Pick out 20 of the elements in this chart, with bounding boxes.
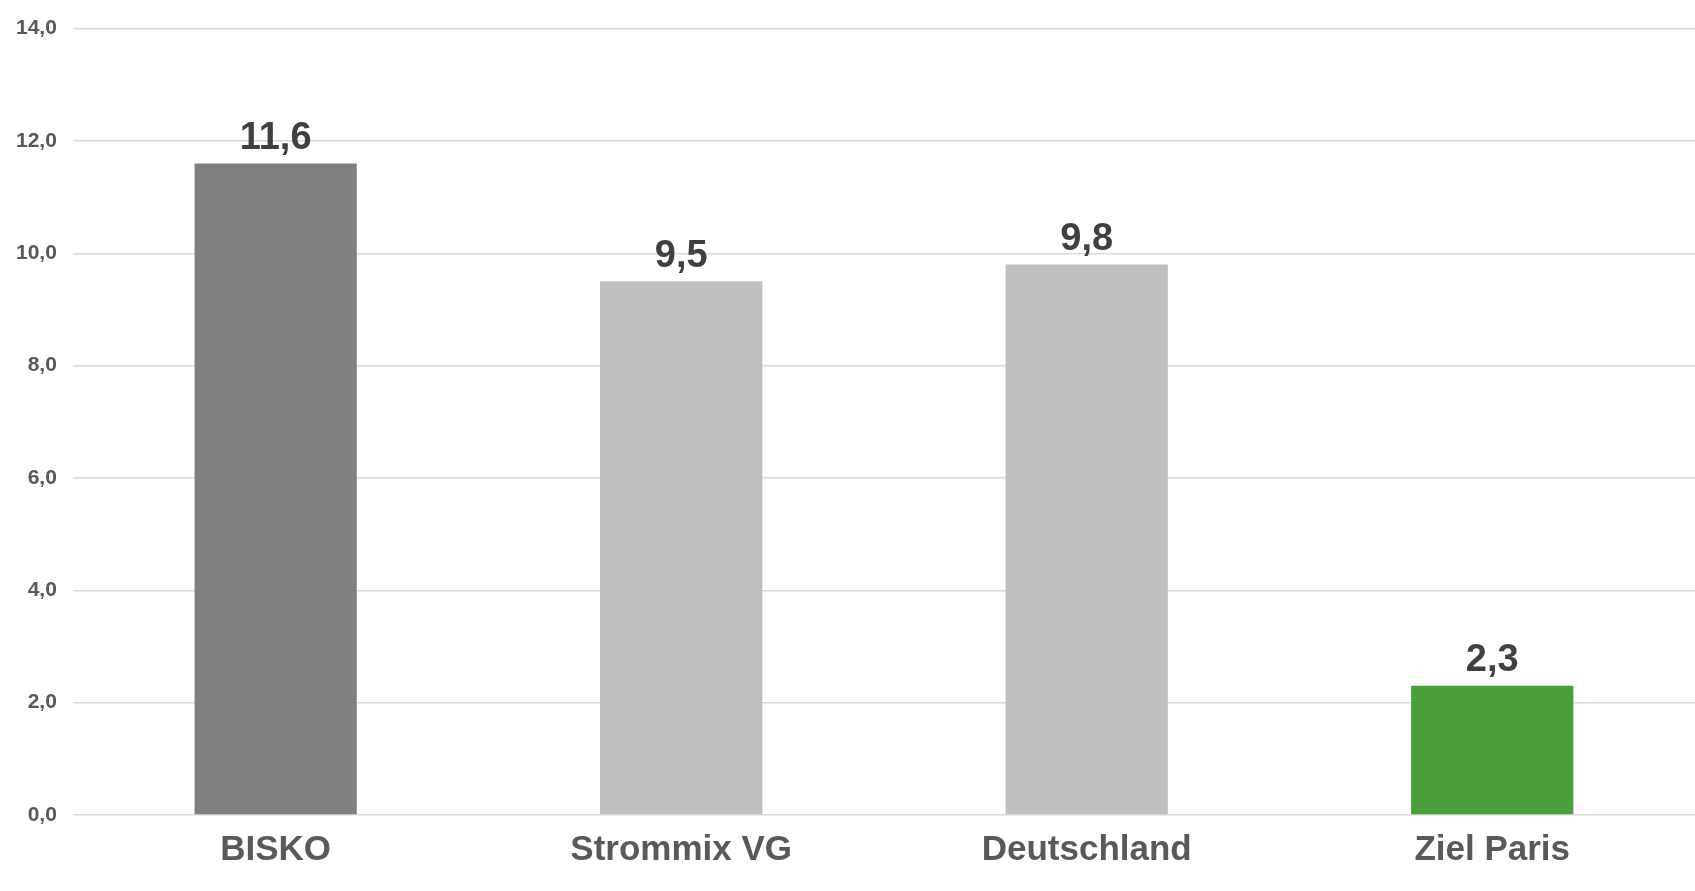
y-tick-label: 10,0 <box>16 240 57 264</box>
data-label: 11,6 <box>239 114 312 157</box>
y-tick-label: 14,0 <box>16 15 57 39</box>
x-tick-label: Deutschland <box>981 827 1192 867</box>
x-tick-label: BISKO <box>220 827 332 867</box>
y-tick-label: 8,0 <box>27 352 57 376</box>
data-label: 9,8 <box>1060 216 1114 258</box>
x-tick-label: Strommix VG <box>570 827 793 867</box>
bar <box>194 163 357 815</box>
y-tick-label: 12,0 <box>16 127 57 151</box>
bar <box>1411 685 1574 815</box>
data-label: 9,5 <box>654 232 708 275</box>
y-tick-label: 6,0 <box>27 464 57 488</box>
y-tick-label: 2,0 <box>27 689 57 713</box>
bar <box>600 281 763 815</box>
x-tick-label: Ziel Paris <box>1414 827 1571 867</box>
bar <box>1005 264 1168 815</box>
y-tick-label: 0,0 <box>27 801 57 825</box>
y-tick-label: 4,0 <box>27 577 57 601</box>
data-label: 2,3 <box>1465 637 1519 680</box>
